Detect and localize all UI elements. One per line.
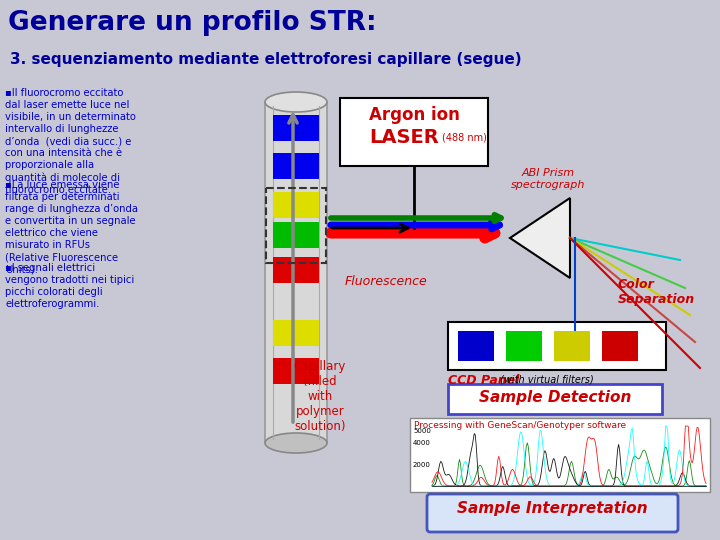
Bar bbox=[266, 188, 326, 263]
Bar bbox=[273, 257, 319, 283]
Text: Color
Separation: Color Separation bbox=[618, 278, 695, 306]
FancyBboxPatch shape bbox=[427, 494, 678, 532]
Text: ▪Il fluorocromo eccitato
dal laser emette luce nel
visibile, in un determinato
i: ▪Il fluorocromo eccitato dal laser emett… bbox=[5, 88, 136, 194]
Ellipse shape bbox=[265, 433, 327, 453]
Bar bbox=[273, 222, 319, 248]
Text: Generare un profilo STR:: Generare un profilo STR: bbox=[8, 10, 377, 36]
Bar bbox=[273, 192, 319, 218]
Text: ▪La luce emessa viene
filtrata per determinati
range di lunghezza d’onda
e conve: ▪La luce emessa viene filtrata per deter… bbox=[5, 180, 138, 274]
Text: (488 nm): (488 nm) bbox=[442, 132, 487, 142]
Text: Fluorescence: Fluorescence bbox=[345, 275, 428, 288]
Bar bbox=[458, 331, 494, 361]
Ellipse shape bbox=[265, 92, 327, 112]
Bar bbox=[506, 331, 542, 361]
Text: Capillary
(filled
with
polymer
solution): Capillary (filled with polymer solution) bbox=[294, 360, 346, 433]
Text: 4000: 4000 bbox=[413, 440, 431, 446]
Text: CCD Panel: CCD Panel bbox=[448, 374, 519, 387]
Text: LASER: LASER bbox=[369, 128, 439, 147]
FancyBboxPatch shape bbox=[448, 384, 662, 414]
Bar bbox=[273, 153, 319, 179]
Bar bbox=[340, 98, 488, 166]
Bar bbox=[273, 115, 319, 141]
Bar bbox=[265, 102, 327, 443]
Text: 3. sequenziamento mediante elettroforesi capillare (segue): 3. sequenziamento mediante elettroforesi… bbox=[10, 52, 521, 67]
Text: Sample Interpretation: Sample Interpretation bbox=[457, 501, 648, 516]
Text: ▪I segnali elettrici
vengono tradotti nei tipici
picchi colorati degli
elettrofe: ▪I segnali elettrici vengono tradotti ne… bbox=[5, 262, 134, 308]
Polygon shape bbox=[510, 198, 570, 278]
Bar bbox=[602, 331, 638, 361]
Text: ABI Prism
spectrograph: ABI Prism spectrograph bbox=[510, 168, 585, 190]
Text: (with virtual filters): (with virtual filters) bbox=[497, 374, 594, 384]
Text: 2000: 2000 bbox=[413, 462, 431, 468]
Bar bbox=[554, 331, 590, 361]
Bar bbox=[448, 322, 666, 370]
Bar bbox=[273, 358, 319, 384]
Bar bbox=[410, 418, 710, 492]
Text: 5000: 5000 bbox=[413, 428, 431, 434]
Text: Processing with GeneScan/Genotyper software: Processing with GeneScan/Genotyper softw… bbox=[414, 421, 626, 430]
Bar bbox=[273, 320, 319, 346]
Text: Argon ion: Argon ion bbox=[369, 106, 459, 124]
Text: Sample Detection: Sample Detection bbox=[479, 390, 631, 405]
